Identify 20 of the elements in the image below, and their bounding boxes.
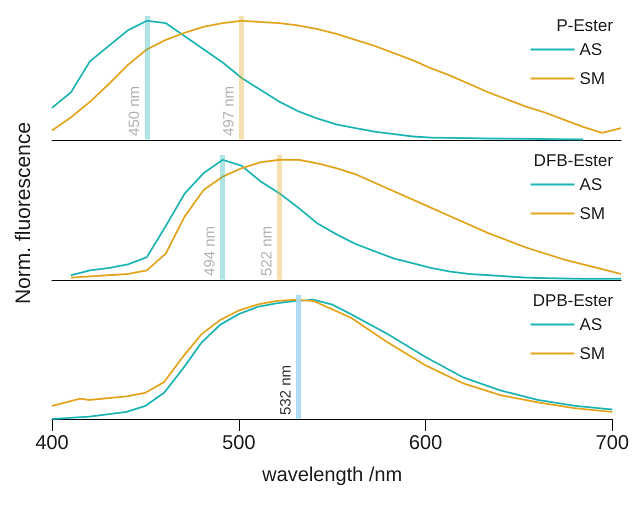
x-tick-label: 400 [35, 432, 69, 454]
x-axis-title: wavelength /nm [261, 464, 402, 486]
legend-title: DFB-Ester [534, 151, 614, 170]
x-tick-label: 700 [596, 432, 630, 454]
x-tick-label: 500 [222, 432, 256, 454]
x-tick-label: 600 [408, 432, 442, 454]
annotation: 450 nm [126, 86, 143, 136]
legend-label: SM [580, 204, 605, 223]
ref-line-label: 532 nm [278, 364, 295, 415]
legend-label: SM [580, 69, 605, 88]
legend-label: SM [580, 344, 605, 363]
y-axis-title: Norm. fluorescence [12, 122, 36, 304]
legend-label: AS [580, 40, 602, 59]
legend-label: AS [580, 175, 602, 194]
annotation: 494 nm [202, 226, 219, 276]
legend-title: DPB-Ester [532, 291, 614, 310]
annotation: 497 nm [220, 86, 238, 136]
legend-title: P-Ester [556, 16, 614, 35]
legend-label: AS [580, 315, 602, 334]
annotation: 522 nm [258, 226, 276, 276]
